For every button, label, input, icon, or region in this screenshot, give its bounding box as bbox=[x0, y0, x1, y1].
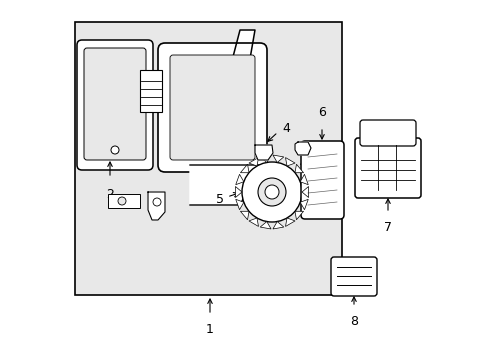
Polygon shape bbox=[235, 186, 242, 198]
Circle shape bbox=[258, 178, 285, 206]
Polygon shape bbox=[294, 211, 303, 220]
Polygon shape bbox=[300, 199, 307, 210]
FancyBboxPatch shape bbox=[158, 43, 266, 172]
Text: 7: 7 bbox=[383, 221, 391, 234]
Polygon shape bbox=[272, 155, 283, 162]
Text: 8: 8 bbox=[349, 315, 357, 328]
Polygon shape bbox=[285, 218, 294, 226]
Polygon shape bbox=[248, 218, 258, 226]
Text: 6: 6 bbox=[317, 106, 325, 119]
Polygon shape bbox=[260, 221, 270, 229]
Polygon shape bbox=[294, 164, 303, 173]
Polygon shape bbox=[240, 211, 248, 220]
Circle shape bbox=[118, 197, 126, 205]
Polygon shape bbox=[300, 174, 307, 185]
Polygon shape bbox=[272, 221, 283, 229]
FancyBboxPatch shape bbox=[77, 40, 153, 170]
Bar bbox=[75, 22, 341, 295]
FancyBboxPatch shape bbox=[354, 138, 420, 198]
Polygon shape bbox=[254, 145, 272, 160]
FancyBboxPatch shape bbox=[170, 55, 254, 160]
Circle shape bbox=[111, 146, 119, 154]
Polygon shape bbox=[302, 186, 308, 198]
Polygon shape bbox=[235, 199, 244, 210]
Circle shape bbox=[242, 162, 302, 222]
Circle shape bbox=[264, 185, 279, 199]
Polygon shape bbox=[260, 155, 270, 162]
Polygon shape bbox=[148, 192, 164, 220]
Bar bbox=[108, 194, 140, 208]
Circle shape bbox=[153, 198, 161, 206]
Polygon shape bbox=[235, 174, 244, 185]
Polygon shape bbox=[248, 158, 258, 166]
FancyBboxPatch shape bbox=[84, 48, 146, 160]
Polygon shape bbox=[294, 142, 310, 155]
Text: 3: 3 bbox=[299, 178, 306, 191]
Polygon shape bbox=[190, 165, 260, 205]
Text: 1: 1 bbox=[205, 323, 214, 336]
Polygon shape bbox=[240, 164, 248, 173]
Polygon shape bbox=[285, 158, 294, 166]
Bar bbox=[140, 70, 162, 112]
Text: 5: 5 bbox=[216, 193, 224, 206]
Polygon shape bbox=[209, 30, 254, 145]
FancyBboxPatch shape bbox=[359, 120, 415, 146]
FancyBboxPatch shape bbox=[301, 141, 343, 219]
Text: 2: 2 bbox=[106, 188, 114, 201]
Text: 4: 4 bbox=[282, 122, 289, 135]
FancyBboxPatch shape bbox=[330, 257, 376, 296]
